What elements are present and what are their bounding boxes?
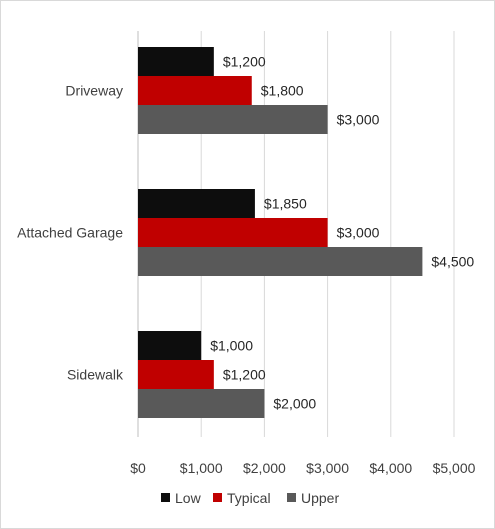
x-tick-label: $2,000 <box>243 460 286 476</box>
x-tick-label: $4,000 <box>369 460 412 476</box>
bar-sidewalk-low <box>138 331 202 360</box>
bar-driveway-low <box>138 47 214 76</box>
data-label: $3,000 <box>337 225 380 241</box>
data-label: $1,200 <box>223 54 266 70</box>
bar-driveway-upper <box>138 105 328 134</box>
x-tick-label: $5,000 <box>433 460 476 476</box>
x-tick-label: $3,000 <box>306 460 349 476</box>
bar-attached-garage-typical <box>138 218 328 247</box>
value-axis: $0 $1,000 $2,000 $3,000 $4,000 $5,000 <box>130 460 475 476</box>
category-label: Driveway <box>65 83 123 99</box>
data-label: $1,000 <box>210 338 253 354</box>
legend-label-upper: Upper <box>301 490 339 506</box>
legend-swatch-upper <box>287 493 296 502</box>
bar-attached-garage-low <box>138 189 255 218</box>
category-label: Sidewalk <box>67 367 124 383</box>
x-tick-label: $1,000 <box>180 460 223 476</box>
category-label: Attached Garage <box>17 225 123 241</box>
bar-driveway-typical <box>138 76 252 105</box>
data-label: $2,000 <box>273 396 316 412</box>
data-label: $3,000 <box>337 112 380 128</box>
legend-swatch-low <box>161 493 170 502</box>
data-label: $4,500 <box>431 254 474 270</box>
legend-swatch-typical <box>213 493 222 502</box>
bar-sidewalk-upper <box>138 389 265 418</box>
category-axis: Driveway Attached Garage Sidewalk <box>17 83 124 383</box>
data-labels: $1,200 $1,800 $3,000 $1,850 $3,000 $4,500 $1,0… <box>210 54 474 412</box>
legend: Low Typical Upper <box>161 490 339 506</box>
legend-label-typical: Typical <box>227 490 271 506</box>
bar-sidewalk-typical <box>138 360 214 389</box>
x-tick-label: $0 <box>130 460 146 476</box>
data-label: $1,200 <box>223 367 266 383</box>
legend-label-low: Low <box>175 490 202 506</box>
data-label: $1,850 <box>264 196 307 212</box>
data-label: $1,800 <box>261 83 304 99</box>
bar-attached-garage-upper <box>138 247 423 276</box>
bars <box>138 47 423 418</box>
